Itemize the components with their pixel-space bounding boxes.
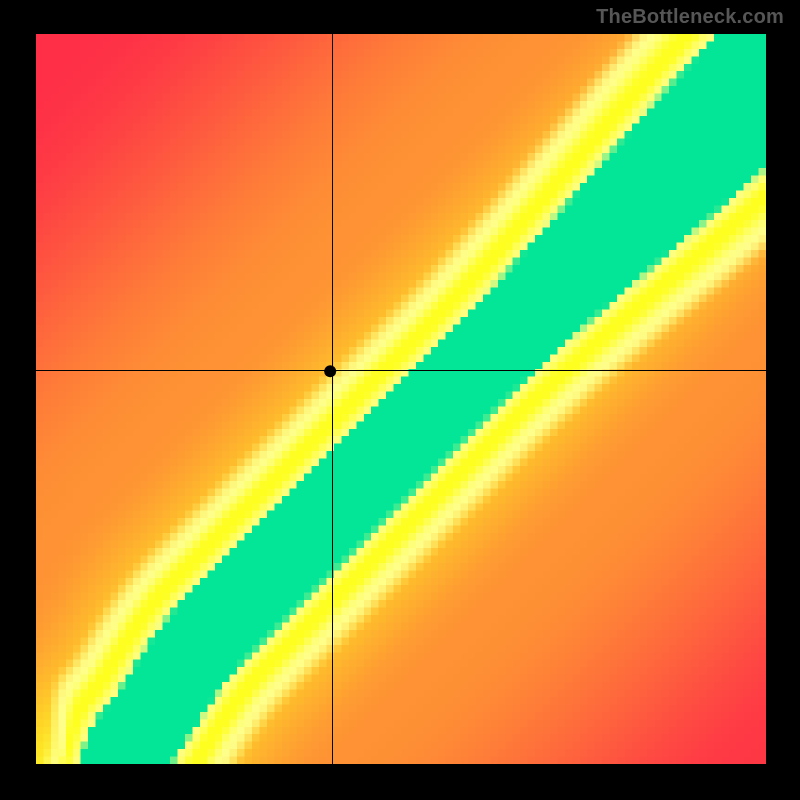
overlay-canvas bbox=[36, 34, 766, 764]
watermark-text: TheBottleneck.com bbox=[596, 6, 784, 29]
plot-area bbox=[36, 34, 766, 764]
chart-frame: TheBottleneck.com bbox=[0, 0, 800, 800]
